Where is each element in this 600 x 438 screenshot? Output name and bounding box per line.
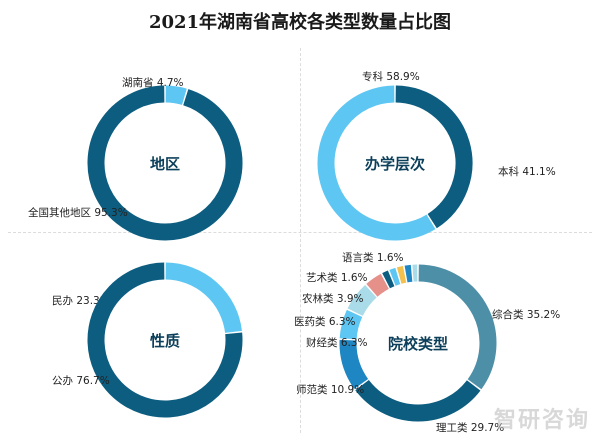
slice-label-2-1: 公办 76.7% (52, 374, 110, 387)
donut-slice-1-1 (317, 85, 436, 241)
slice-label-3-1: 理工类 29.7% (436, 421, 504, 434)
donut-center-label-2: 性质 (150, 332, 180, 350)
slice-label-3-0: 综合类 35.2% (492, 308, 560, 321)
slice-label-2-0: 民办 23.3% (52, 294, 110, 307)
slice-label-3-5: 农林类 3.9% (302, 292, 364, 305)
donut-slice-0-1 (87, 85, 243, 241)
donut-chart-0: 湖南省 4.7% 全国其他地区 95.3% 地区 (28, 76, 243, 241)
donut-slice-3-9 (404, 264, 413, 283)
donut-slice-1-0 (395, 85, 473, 229)
slice-label-3-4: 医药类 6.3% (294, 315, 356, 328)
watermark-logo: 智研咨询 (493, 408, 590, 433)
divider-vertical (300, 48, 301, 433)
donut-slice-3-2 (339, 339, 369, 389)
donut-slice-3-4 (347, 285, 377, 317)
donut-chart-1: 本科 41.1% 专科 58.9% 办学层次 (317, 70, 556, 241)
donut-chart-3: 综合类 35.2% 理工类 29.7% 师范类 10.9% 财经类 6.3% 医药类 6… (294, 251, 560, 434)
donut-center-label-1: 办学层次 (365, 155, 425, 173)
donut-slice-3-8 (396, 265, 407, 284)
donut-slice-0-0 (165, 85, 187, 106)
donut-slice-3-3 (339, 309, 363, 340)
slice-label-3-2: 师范类 10.9% (296, 383, 364, 396)
slice-label-3-6: 艺术类 1.6% (306, 271, 368, 284)
donut-center-label-3: 院校类型 (388, 335, 448, 353)
chart-title: 2021年湖南省高校各类型数量占比图 (148, 12, 452, 33)
slice-label-1-0: 本科 41.1% (498, 165, 556, 178)
donut-chart-2: 民办 23.3% 公办 76.7% 性质 (52, 262, 243, 418)
slice-label-0-1: 全国其他地区 95.3% (28, 206, 128, 219)
donut-slice-3-0 (418, 264, 497, 390)
donut-slice-3-5 (366, 273, 390, 297)
donut-slice-3-6 (382, 270, 395, 289)
slice-label-1-1: 专科 58.9% (362, 70, 420, 83)
donut-slice-3-7 (389, 267, 401, 286)
slice-label-3-3: 财经类 6.3% (306, 336, 368, 349)
donut-slice-2-1 (87, 262, 243, 418)
slice-label-0-0: 湖南省 4.7% (122, 76, 184, 89)
donut-slice-3-1 (355, 379, 481, 422)
donut-slice-2-0 (165, 262, 242, 334)
slice-label-3-7: 语言类 1.6% (342, 251, 404, 264)
donut-center-label-0: 地区 (150, 155, 180, 173)
